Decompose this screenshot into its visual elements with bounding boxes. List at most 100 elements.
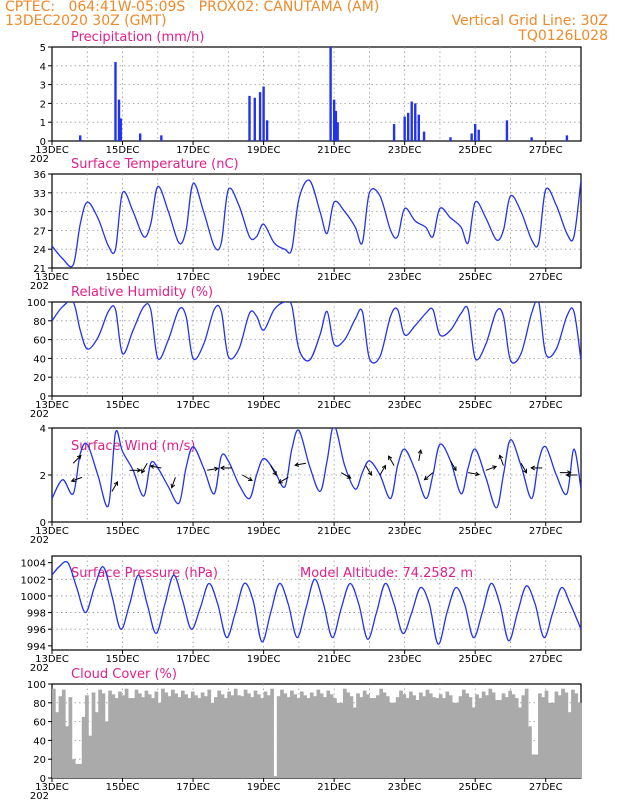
wind-arrow (520, 462, 527, 474)
cloud-bar (200, 692, 205, 778)
cloud-bar (280, 689, 284, 778)
panel-5-xtick-label: 21DEC (317, 654, 351, 665)
cloud-bar (263, 691, 268, 778)
wind-arrow-head (346, 474, 352, 479)
panel-2-series-line (52, 179, 581, 268)
cloud-bar (405, 698, 410, 778)
cloud-bar (157, 702, 162, 778)
wind-arrow (365, 465, 372, 476)
cloud-bar (98, 689, 102, 778)
cloud-bar (395, 697, 400, 778)
cloud-bar (356, 693, 360, 778)
cloud-bar (91, 692, 96, 778)
cloud-bar (376, 695, 380, 778)
cloud-bar (240, 696, 245, 778)
cloud-bar (243, 689, 248, 778)
cloud-bar (445, 691, 450, 778)
panel-3-xtick-label: 19DEC (247, 400, 281, 411)
panel-5-xtick-label: 17DEC (176, 654, 210, 665)
cloud-bar (511, 694, 516, 778)
panel-1-xtick-label: 27DEC (529, 145, 563, 156)
cloud-bar (326, 690, 331, 778)
panel-6-xtick-label: 23DEC (388, 782, 422, 793)
cloud-bar (571, 689, 575, 778)
cloud-bar (313, 696, 317, 778)
cloud-bar (557, 695, 562, 778)
panel-5-ytick-label: 1000 (21, 592, 46, 603)
cloud-bar (65, 726, 69, 778)
cloud-bar (71, 759, 76, 778)
cloud-bar (452, 702, 456, 778)
panel-2-title: Surface Temperature (nC) (71, 157, 239, 172)
wind-arrow-head (452, 466, 457, 472)
wind-arrow-head (136, 467, 142, 473)
wind-arrow-head (219, 465, 225, 471)
cloud-bar (220, 694, 225, 778)
cloud-bar (197, 698, 202, 778)
cloud-bar (266, 695, 271, 778)
cloud-bar (544, 690, 549, 778)
panel-4-title: Surface Wind (m/s) (71, 439, 195, 454)
panel-1-title: Precipitation (mm/h) (71, 30, 204, 45)
cloud-bar (187, 698, 192, 778)
wind-arrow (424, 472, 434, 481)
cloud-bar (134, 689, 139, 778)
panel-3-series-line (52, 302, 581, 364)
cloud-bar (547, 702, 552, 778)
panel-4-xtick-year: 202 (30, 535, 49, 546)
panel-4-xtick-label: 19DEC (247, 526, 281, 537)
wind-arrow (418, 449, 422, 461)
panel-2-xtick-label: 19DEC (247, 272, 281, 283)
cloud-bar (207, 689, 212, 778)
panel-1-frame (51, 46, 582, 142)
panel-3-xtick-year: 202 (30, 409, 49, 420)
wind-arrow-head (294, 462, 300, 467)
wind-arrow-head (475, 471, 481, 477)
cloud-bar (61, 689, 66, 778)
cloud-bar (214, 697, 218, 778)
cloud-bar (415, 699, 420, 778)
cloud-bar (306, 698, 311, 778)
cloud-bar (488, 688, 493, 778)
cloud-bar (299, 691, 304, 778)
cloud-bar (336, 702, 341, 778)
precip-bar (422, 131, 426, 141)
cloud-bar (478, 698, 483, 778)
precip-bar (403, 116, 406, 141)
cloud-bar (461, 689, 466, 778)
cloud-bar (379, 688, 384, 778)
panel-2-xtick-label: 15DEC (106, 272, 140, 283)
panel-1-ytick-label: 0 (40, 137, 46, 148)
cloud-bar (475, 694, 479, 778)
cloud-bar (296, 698, 301, 778)
panel-6-xtick-label: 13DEC (35, 782, 69, 793)
panel-1-xtick-label: 17DEC (176, 145, 210, 156)
panel-4-xtick-label: 15DEC (106, 526, 140, 537)
cloud-bar (131, 698, 136, 778)
cloud-bar (329, 694, 334, 778)
panel-5-series-line (52, 560, 581, 645)
precip-bar (117, 99, 121, 141)
cloud-bar (362, 690, 367, 778)
cloud-bar (389, 702, 393, 778)
cloud-bar (227, 691, 231, 778)
cloud-bar (409, 691, 413, 778)
panel-5-title: Surface Pressure (hPa) (71, 566, 218, 581)
precip-bar (262, 86, 265, 141)
cloud-bar (392, 702, 397, 778)
panel-1-xtick-year: 202 (30, 154, 49, 165)
panel-3-ytick-label: 60 (33, 336, 46, 347)
wind-arrow (270, 465, 277, 476)
panel-3-xtick-label: 27DEC (529, 400, 563, 411)
cloud-bar (399, 690, 403, 778)
precip-bar (406, 112, 410, 141)
cloud-bar (174, 693, 179, 778)
cloud-bar (111, 694, 116, 778)
panel-1-xtick-label: 13DEC (35, 145, 69, 156)
cloud-bar (435, 698, 440, 778)
panel-2-xtick-year: 202 (30, 281, 49, 292)
wind-arrow-head (141, 468, 146, 474)
cloud-bar (247, 693, 251, 778)
wind-arrow-head (70, 477, 76, 483)
cloud-bar (554, 691, 559, 778)
